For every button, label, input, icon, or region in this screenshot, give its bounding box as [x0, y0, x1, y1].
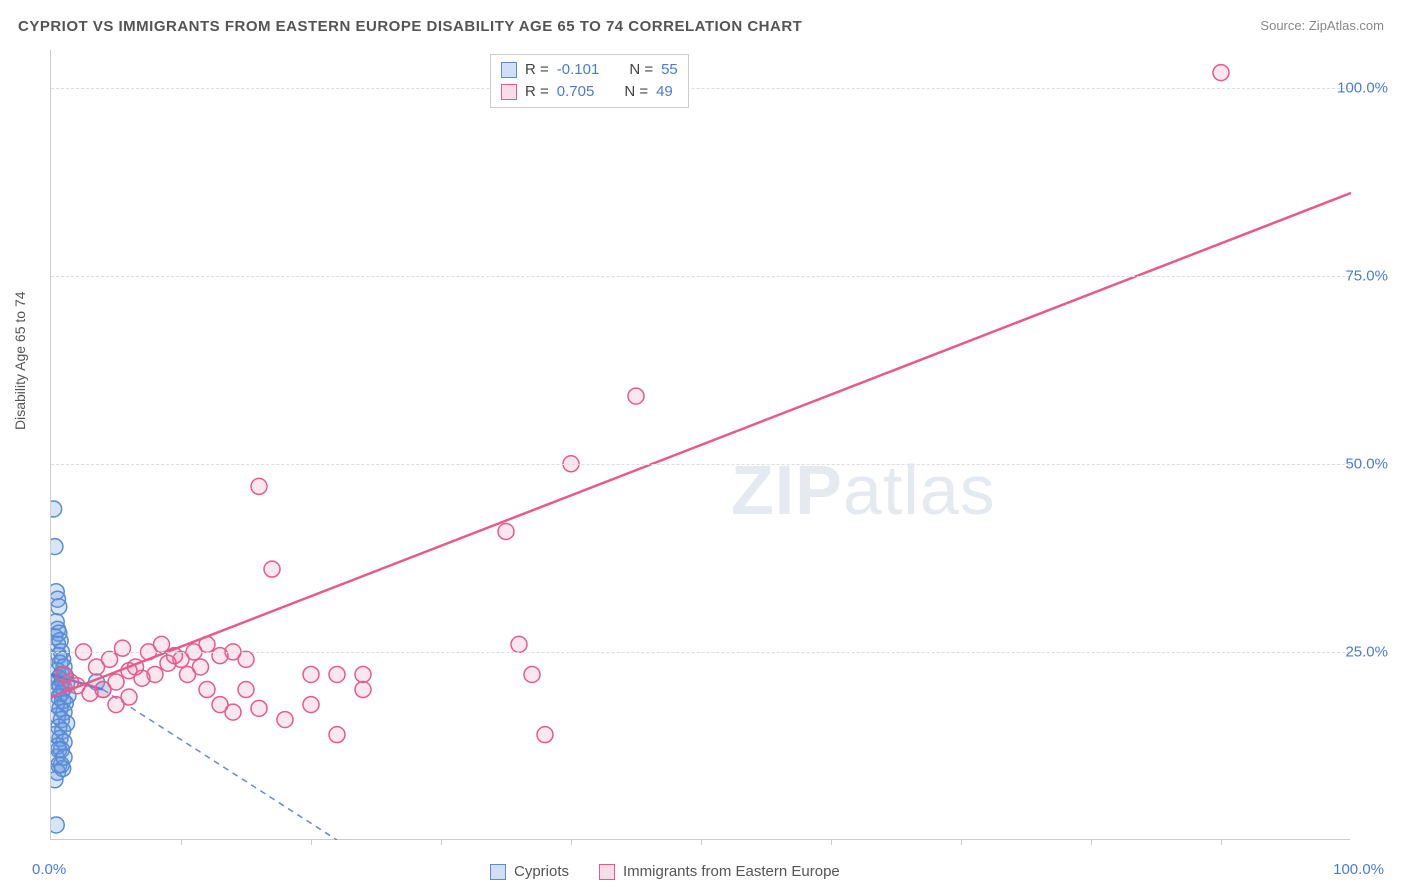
legend-row: R = 0.705 N = 49: [501, 81, 678, 103]
x-tick: [571, 839, 572, 845]
data-point: [329, 727, 345, 743]
trend-line-pink: [51, 193, 1351, 697]
n-label: N =: [624, 81, 648, 103]
y-tick-label: 50.0%: [1345, 455, 1388, 472]
y-tick-label: 100.0%: [1337, 79, 1388, 96]
data-point: [225, 704, 241, 720]
x-axis-max-label: 100.0%: [1333, 861, 1384, 878]
source-attribution: Source: ZipAtlas.com: [1260, 18, 1384, 33]
data-point: [51, 501, 62, 517]
plot-area: ZIPatlas: [50, 50, 1350, 840]
gridline: [51, 652, 1350, 653]
data-point: [56, 749, 72, 765]
legend-label: Immigrants from Eastern Europe: [623, 863, 840, 880]
r-label: R =: [525, 81, 549, 103]
data-point: [238, 682, 254, 698]
legend-item: Immigrants from Eastern Europe: [599, 863, 840, 880]
legend-row: R = -0.101 N = 55: [501, 59, 678, 81]
scatter-svg: [51, 50, 1351, 840]
source-value: ZipAtlas.com: [1309, 18, 1384, 33]
y-axis-label: Disability Age 65 to 74: [12, 291, 28, 430]
data-point: [498, 524, 514, 540]
legend-swatch: [490, 864, 506, 880]
data-point: [108, 697, 124, 713]
gridline: [51, 464, 1350, 465]
chart-title: CYPRIOT VS IMMIGRANTS FROM EASTERN EUROP…: [18, 18, 802, 35]
data-point: [51, 599, 67, 615]
correlation-legend: R =-0.101N =55R =0.705N =49: [490, 54, 689, 108]
n-value: 49: [656, 81, 673, 103]
r-label: R =: [525, 59, 549, 81]
data-point: [628, 388, 644, 404]
data-point: [355, 682, 371, 698]
n-label: N =: [629, 59, 653, 81]
series-legend: Cypriots Immigrants from Eastern Europe: [490, 863, 840, 880]
legend-label: Cypriots: [514, 863, 569, 880]
data-point: [51, 772, 63, 788]
x-tick: [961, 839, 962, 845]
x-tick: [1091, 839, 1092, 845]
data-point: [212, 648, 228, 664]
x-tick: [441, 839, 442, 845]
x-tick: [1221, 839, 1222, 845]
data-point: [193, 659, 209, 675]
legend-item: Cypriots: [490, 863, 569, 880]
x-tick: [311, 839, 312, 845]
r-value: 0.705: [557, 81, 595, 103]
y-tick-label: 25.0%: [1345, 643, 1388, 660]
data-point: [537, 727, 553, 743]
data-point: [303, 666, 319, 682]
r-value: -0.101: [557, 59, 600, 81]
gridline: [51, 276, 1350, 277]
x-axis-min-label: 0.0%: [32, 861, 66, 878]
x-tick: [181, 839, 182, 845]
data-point: [251, 478, 267, 494]
x-tick: [701, 839, 702, 845]
data-point: [524, 666, 540, 682]
x-tick: [831, 839, 832, 845]
legend-swatch: [501, 84, 517, 100]
data-point: [51, 539, 63, 555]
n-value: 55: [661, 59, 678, 81]
data-point: [264, 561, 280, 577]
data-point: [102, 651, 118, 667]
legend-swatch: [501, 62, 517, 78]
data-point: [1213, 65, 1229, 81]
data-point: [355, 666, 371, 682]
data-point: [199, 682, 215, 698]
source-label: Source:: [1260, 18, 1305, 33]
data-point: [154, 636, 170, 652]
data-point: [115, 640, 131, 656]
data-point: [51, 817, 64, 833]
y-tick-label: 75.0%: [1345, 267, 1388, 284]
data-point: [277, 712, 293, 728]
data-point: [303, 697, 319, 713]
data-point: [511, 636, 527, 652]
gridline: [51, 88, 1350, 89]
data-point: [251, 700, 267, 716]
data-point: [329, 666, 345, 682]
data-point: [56, 666, 72, 682]
legend-swatch: [599, 864, 615, 880]
